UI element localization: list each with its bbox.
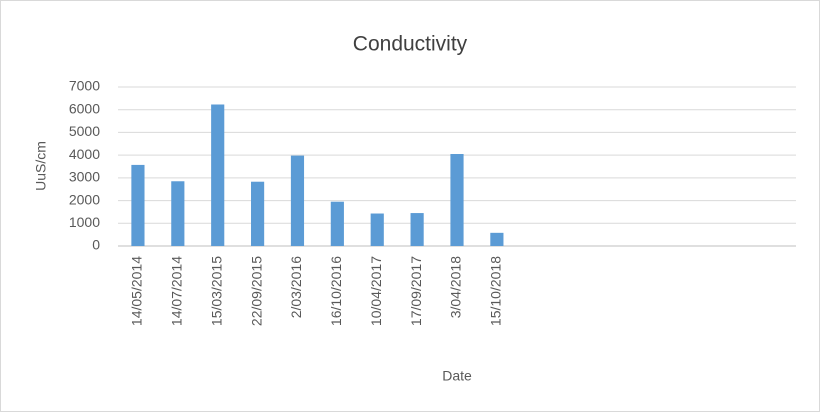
- x-tick-label: 3/04/2018: [448, 256, 464, 318]
- x-axis-label: Date: [442, 368, 472, 384]
- chart-title: Conductivity: [353, 33, 468, 56]
- x-tick-label: 14/07/2014: [169, 256, 185, 326]
- bar: [370, 213, 384, 246]
- y-tick-label: 6000: [69, 100, 100, 116]
- x-tick-label: 16/10/2016: [328, 256, 344, 326]
- x-tick-label: 17/09/2017: [408, 256, 424, 326]
- y-tick-label: 0: [92, 237, 100, 253]
- y-tick-label: 2000: [69, 191, 100, 207]
- bar: [330, 201, 344, 246]
- x-tick-label: 15/03/2015: [208, 256, 224, 326]
- bar: [490, 232, 504, 246]
- y-tick-label: 1000: [69, 214, 100, 230]
- x-tick-label: 22/09/2015: [248, 256, 264, 326]
- y-tick-label: 7000: [69, 78, 100, 94]
- bar: [290, 155, 305, 246]
- bar: [211, 104, 225, 247]
- bar: [131, 164, 145, 246]
- x-tick-label: 2/03/2016: [288, 256, 304, 318]
- x-tick-label: 14/05/2014: [129, 256, 145, 326]
- y-tick-label: 5000: [69, 123, 100, 139]
- bar: [251, 181, 265, 246]
- x-tick-label: 10/04/2017: [368, 256, 384, 326]
- bar: [410, 213, 424, 246]
- x-tick-label: 15/10/2018: [488, 256, 504, 326]
- y-axis-label: UuS/cm: [33, 141, 49, 191]
- bar: [450, 154, 464, 246]
- y-tick-label: 3000: [69, 169, 100, 185]
- y-tick-label: 4000: [69, 146, 100, 162]
- bar: [171, 181, 185, 246]
